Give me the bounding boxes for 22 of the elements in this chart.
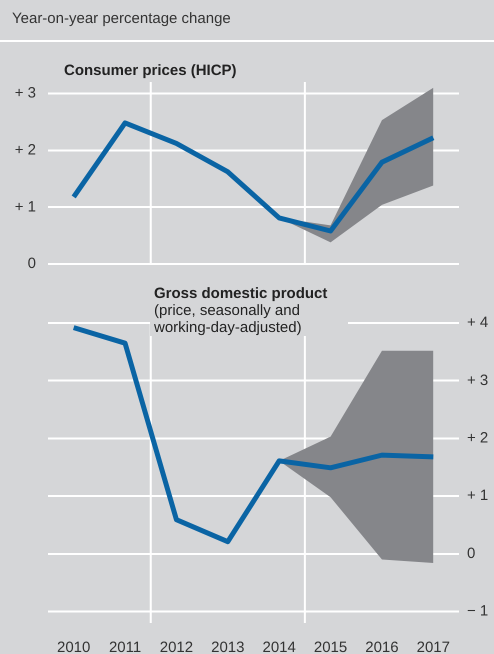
y2-tick-label: + 3 [467,372,488,389]
x-tick-label: 2012 [160,639,194,654]
chart-subtitle: (price, seasonally and working-day-adjusted) [154,302,303,336]
x-tick-label: 2011 [108,639,142,654]
chart-title: Gross domestic product [154,285,328,302]
x-tick-label: 2014 [262,639,296,654]
y2-tick-label: 0 [467,544,476,562]
x-tick-label: 2013 [211,639,244,654]
chart-title: Consumer prices (HICP) [60,62,241,79]
y-axis-title: Year-on-year percentage change [12,10,231,27]
y-tick-label: + 2 [14,141,36,158]
y2-tick-label: + 4 [467,314,488,332]
y-tick-label: + 1 [14,198,36,216]
x-tick-label: 2016 [365,639,399,654]
y2-tick-label: + 2 [467,430,488,447]
y-tick-label: + 3 [14,84,36,102]
y-tick-label: 0 [28,255,36,272]
x-tick-label: 2017 [416,639,450,654]
y2-tick-label: + 1 [467,487,488,504]
x-tick-label: 2010 [57,639,90,654]
x-tick-label: 2015 [314,639,348,654]
y2-tick-label: − 1 [467,602,488,620]
